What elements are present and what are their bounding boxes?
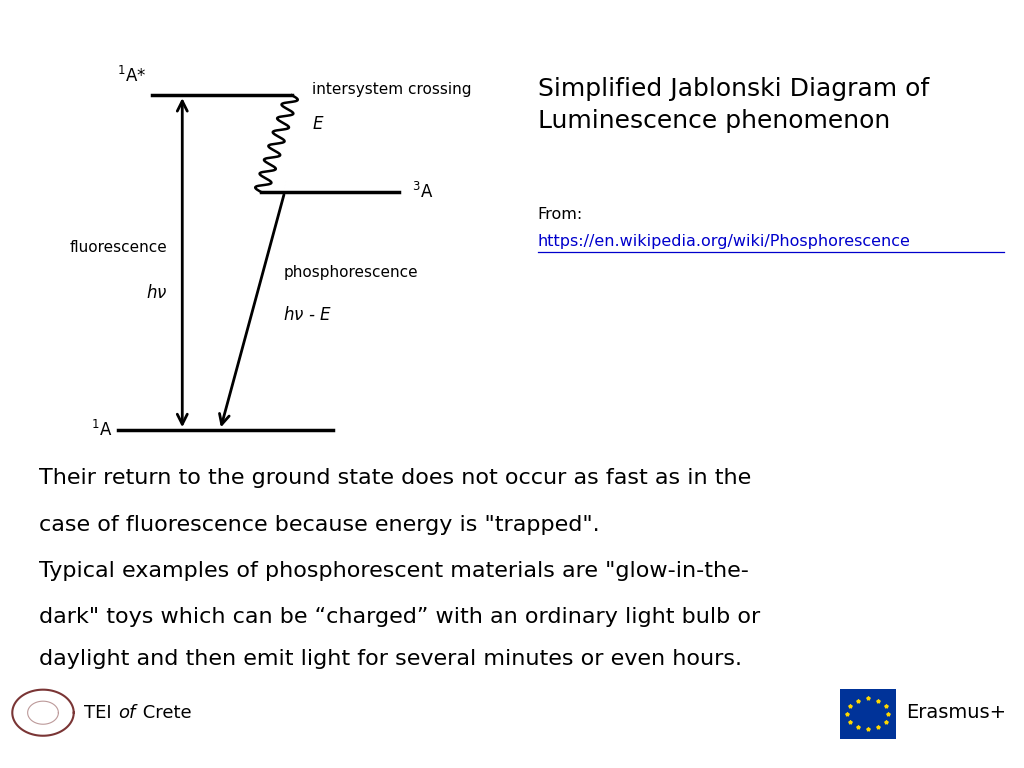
Text: case of fluorescence because energy is "trapped".: case of fluorescence because energy is "… <box>39 515 599 535</box>
Text: $^1$A*: $^1$A* <box>117 66 146 86</box>
Text: $^3$A: $^3$A <box>412 182 433 202</box>
Text: fluorescence: fluorescence <box>70 240 167 255</box>
Text: Erasmus+: Erasmus+ <box>906 703 1007 722</box>
Text: dark" toys which can be “charged” with an ordinary light bulb or: dark" toys which can be “charged” with a… <box>39 607 760 627</box>
Text: From:: From: <box>538 207 583 223</box>
Text: intersystem crossing: intersystem crossing <box>312 81 472 97</box>
Text: Their return to the ground state does not occur as fast as in the: Their return to the ground state does no… <box>39 468 752 488</box>
Text: TEI: TEI <box>84 703 118 722</box>
Text: $h\nu$ - E: $h\nu$ - E <box>283 306 332 324</box>
Bar <box>840 689 896 739</box>
Text: $h\nu$: $h\nu$ <box>145 284 167 303</box>
Text: https://en.wikipedia.org/wiki/Phosphorescence: https://en.wikipedia.org/wiki/Phosphores… <box>538 234 910 250</box>
Text: Crete: Crete <box>137 703 191 722</box>
Text: Typical examples of phosphorescent materials are "glow-in-the-: Typical examples of phosphorescent mater… <box>39 561 749 581</box>
Text: of: of <box>118 703 135 722</box>
Text: Simplified Jablonski Diagram of
Luminescence phenomenon: Simplified Jablonski Diagram of Luminesc… <box>538 77 929 134</box>
Text: E: E <box>312 115 323 134</box>
Text: phosphorescence: phosphorescence <box>283 265 418 280</box>
Text: daylight and then emit light for several minutes or even hours.: daylight and then emit light for several… <box>39 649 742 669</box>
Text: $^1$A: $^1$A <box>91 420 113 440</box>
